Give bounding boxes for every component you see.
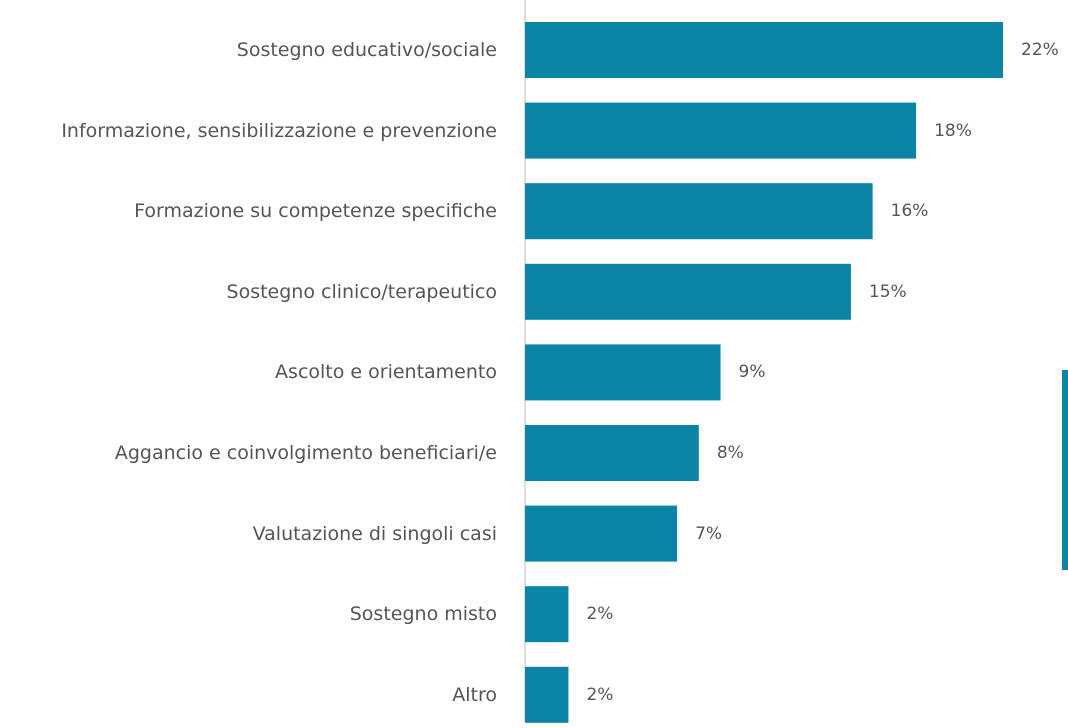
category-label: Sostegno misto bbox=[349, 603, 497, 626]
value-label: 2% bbox=[586, 604, 614, 625]
category-label: Informazione, sensibilizzazione e preven… bbox=[61, 119, 497, 142]
category-label: Aggancio e coinvolgimento beneficiari/e bbox=[114, 442, 497, 464]
bar bbox=[525, 666, 569, 723]
category-label: Sostegno clinico/terapeutico bbox=[226, 280, 497, 303]
category-label: Sostegno educativo/sociale bbox=[236, 39, 497, 61]
bar bbox=[525, 263, 851, 320]
value-label: 7% bbox=[695, 523, 723, 544]
category-label: Formazione su competenze specifiche bbox=[134, 200, 497, 223]
category-label: Altro bbox=[452, 683, 497, 706]
bar bbox=[525, 586, 569, 643]
category-label: Ascolto e orientamento bbox=[275, 361, 497, 384]
bar bbox=[525, 22, 1003, 78]
bar bbox=[525, 102, 917, 159]
bar bbox=[525, 505, 678, 562]
value-label: 16% bbox=[890, 201, 929, 222]
bar bbox=[525, 183, 873, 240]
bar bbox=[525, 425, 699, 481]
value-label: 2% bbox=[586, 684, 614, 705]
value-label: 8% bbox=[716, 443, 744, 463]
value-label: 15% bbox=[868, 281, 907, 302]
value-label: 18% bbox=[934, 120, 972, 141]
value-label: 9% bbox=[738, 362, 766, 383]
value-label: 22% bbox=[1021, 40, 1059, 60]
bar bbox=[525, 344, 721, 401]
decoration bbox=[1062, 370, 1068, 570]
category-label: Valutazione di singoli casi bbox=[252, 522, 497, 545]
